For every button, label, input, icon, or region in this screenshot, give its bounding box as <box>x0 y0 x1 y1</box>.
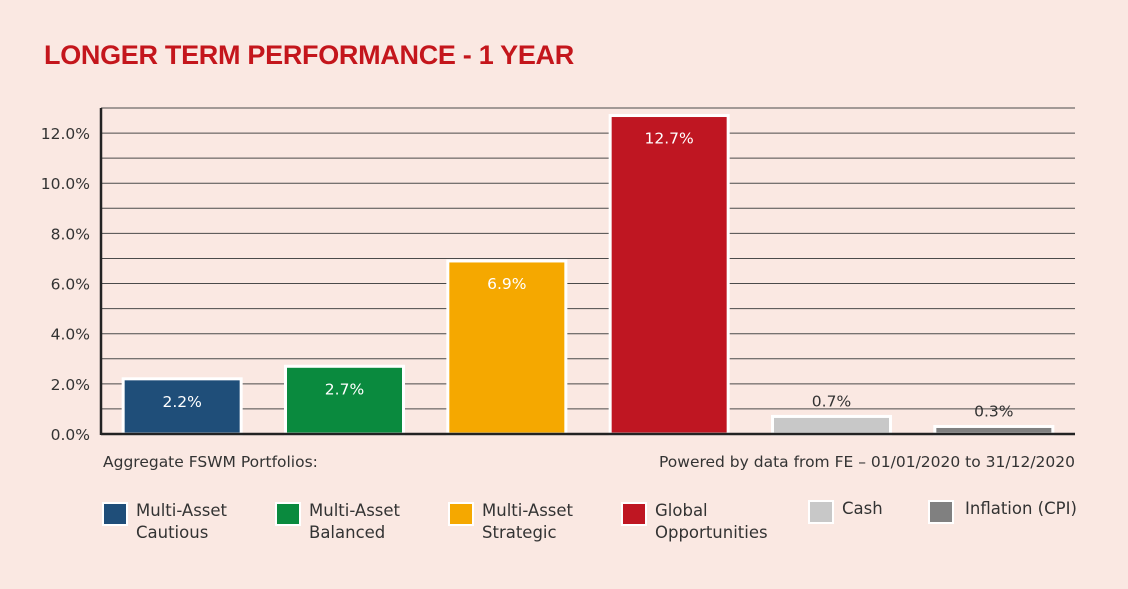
data-label-5: 0.7% <box>812 392 851 410</box>
y-tick-label: 6.0% <box>51 276 90 294</box>
data-label-2: 2.7% <box>325 380 364 398</box>
data-source-caption: Powered by data from FE – 01/01/2020 to … <box>658 453 1075 471</box>
bar-chart: 0.0% 2.0% 4.0% 6.0% 8.0% 10.0% 12.0% 2.2% 2.7% 6.… <box>41 107 1075 444</box>
data-label-4: 12.7% <box>645 130 694 148</box>
legend-label: Multi-Asset Strategic <box>482 501 574 542</box>
y-tick-label: 12.0% <box>41 125 90 143</box>
data-label-3: 6.9% <box>487 275 526 293</box>
portfolio-caption: Aggregate FSWM Portfolios: <box>103 453 318 471</box>
data-label-1: 2.2% <box>162 393 201 411</box>
chart-title: LONGER TERM PERFORMANCE - 1 YEAR <box>44 40 574 70</box>
data-label-6: 0.3% <box>974 402 1013 420</box>
bar-3 <box>446 259 568 436</box>
legend-swatch <box>275 502 301 526</box>
y-tick-label: 2.0% <box>51 376 90 394</box>
y-tick-label: 4.0% <box>51 326 90 344</box>
legend-swatch <box>808 500 834 524</box>
legend-label: Inflation (CPI) <box>965 499 1077 518</box>
y-tick-label: 10.0% <box>41 175 90 193</box>
legend-label: Global Opportunities <box>655 501 768 542</box>
legend-swatch <box>928 500 954 524</box>
legend-label: Multi-Asset Cautious <box>136 501 228 542</box>
bar-2 <box>284 364 405 436</box>
bar-5 <box>771 414 892 436</box>
y-tick-label: 0.0% <box>51 426 90 444</box>
y-tick-label: 8.0% <box>51 225 90 243</box>
legend-label: Cash <box>842 499 883 518</box>
legend-swatch <box>621 502 647 526</box>
legend-label: Multi-Asset Balanced <box>309 501 401 542</box>
legend-swatch <box>102 502 128 526</box>
legend-swatch <box>448 502 474 526</box>
bar-4 <box>608 114 730 436</box>
